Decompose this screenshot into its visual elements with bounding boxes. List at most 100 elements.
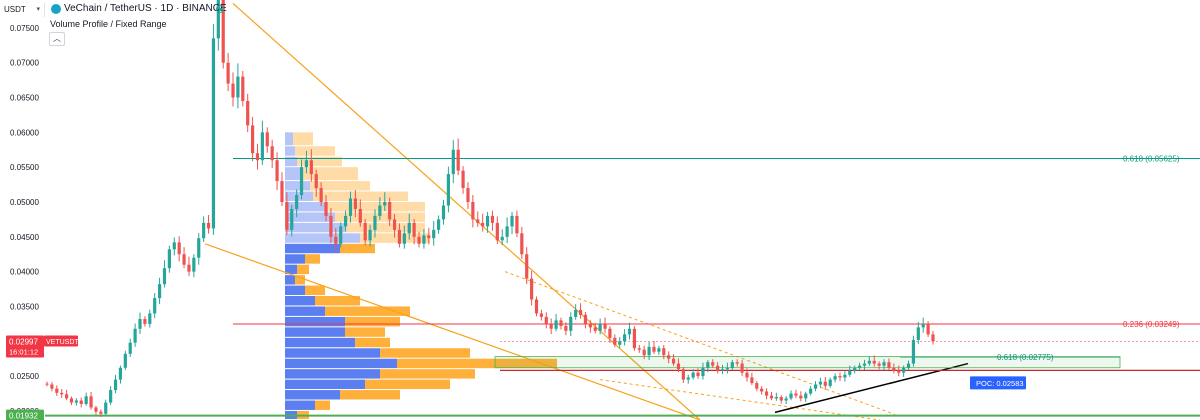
volume-bar-up — [285, 327, 345, 337]
candle-body — [926, 323, 930, 335]
chevron-up-icon[interactable]: ︿ — [49, 32, 65, 46]
candle-body — [588, 323, 592, 328]
candle-body — [515, 215, 519, 234]
candle-body — [363, 222, 367, 241]
candle-body — [789, 393, 793, 399]
volume-bar-up — [285, 306, 325, 316]
candle-body — [50, 384, 54, 389]
candle-body — [603, 323, 607, 329]
candle-countdown: 16:01:12 — [9, 348, 38, 357]
volume-bar-up — [285, 348, 380, 358]
candle-body — [280, 181, 284, 202]
candle-body — [476, 219, 480, 223]
symbol-badge-text: VETUSDT — [46, 339, 79, 346]
candle-body — [143, 319, 147, 324]
candle-body — [843, 374, 847, 378]
labels: 0.618 (0.05625) 0.236 (0.03249) 0.618 (0.0… — [6, 154, 1180, 420]
candle-body — [451, 149, 455, 175]
volume-bar-up — [285, 369, 380, 379]
candle-body — [329, 215, 333, 237]
candle-body — [113, 379, 118, 391]
volume-bar-up — [285, 233, 360, 243]
volume-bar-down — [340, 390, 400, 400]
candle-body — [197, 238, 201, 258]
y-tick-label: 0.04500 — [10, 233, 39, 242]
drawings — [45, 3, 1200, 420]
volume-bar-up — [285, 264, 297, 275]
candle-body — [906, 363, 911, 368]
candle-body — [833, 376, 837, 380]
y-tick-label: 0.04000 — [10, 268, 39, 277]
candle-body — [696, 372, 700, 377]
volume-bar-up — [285, 243, 340, 254]
volume-bar-down — [297, 156, 342, 167]
candle-body — [89, 396, 93, 408]
candle-body — [544, 316, 548, 324]
candle-body — [64, 394, 69, 399]
candle-body — [167, 249, 171, 269]
candle-body — [549, 323, 553, 329]
candle-body — [157, 284, 162, 299]
volume-bar-up — [285, 254, 305, 264]
candle-body — [657, 348, 661, 352]
volume-bar-down — [345, 327, 385, 337]
candle-body — [642, 349, 646, 356]
volume-bar-down — [325, 201, 425, 212]
volume-bar-up — [285, 191, 313, 201]
candle-body — [539, 313, 543, 317]
candle-body — [99, 411, 103, 414]
candle-body — [270, 146, 274, 161]
volume-bar-up — [285, 132, 293, 146]
symbol-select[interactable]: USDT ▾ — [4, 3, 45, 17]
candle-body — [456, 149, 460, 171]
candle-body — [290, 208, 294, 230]
candle-body — [441, 205, 446, 220]
candle-body — [647, 346, 651, 356]
volume-bar-up — [285, 400, 315, 410]
candle-body — [769, 395, 774, 399]
volume-bar-down — [297, 264, 309, 275]
volume-bar-down — [345, 316, 400, 327]
candle-body — [892, 367, 896, 371]
candle-body — [637, 348, 641, 350]
candle-body — [348, 198, 353, 216]
candle-body — [368, 229, 372, 241]
candle-body — [285, 201, 289, 230]
candle-body — [921, 323, 925, 328]
candle-body — [760, 388, 764, 392]
volume-bar-down — [295, 146, 335, 156]
candle-body — [804, 393, 808, 399]
candle-body — [485, 215, 490, 227]
candle-body — [123, 353, 127, 368]
volume-bar-down — [305, 285, 325, 296]
candle-body — [627, 328, 632, 335]
candle-body — [295, 195, 299, 209]
chart-header: USDT ▾ VeChain / TetherUS · 1D · BINANCE — [0, 0, 260, 18]
candle-body — [618, 341, 622, 345]
candle-body — [324, 201, 328, 216]
descending-trendline-lower — [204, 243, 701, 420]
candle-body — [407, 222, 411, 234]
candle-body — [246, 100, 250, 126]
candle-body — [632, 328, 637, 349]
market-status-icon[interactable] — [216, 5, 224, 13]
candle-body — [309, 160, 313, 175]
candle-body — [530, 278, 534, 300]
candle-body — [799, 395, 803, 399]
candle-body — [583, 314, 588, 324]
candle-body — [569, 316, 573, 331]
indicator-label[interactable]: Volume Profile / Fixed Range — [50, 19, 167, 29]
candle-body — [593, 327, 597, 331]
candle-body — [417, 236, 421, 244]
volume-bar-down — [380, 348, 470, 358]
candle-body — [182, 254, 186, 265]
volume-bar-down — [310, 181, 370, 191]
descending-trendline-upper — [232, 3, 701, 420]
chart-title[interactable]: VeChain / TetherUS · 1D · BINANCE — [64, 3, 227, 14]
candle-body — [373, 215, 377, 230]
volume-bar-up — [285, 201, 325, 212]
candle-body — [853, 367, 857, 371]
candle-body — [55, 388, 59, 393]
candle-body — [446, 174, 450, 206]
